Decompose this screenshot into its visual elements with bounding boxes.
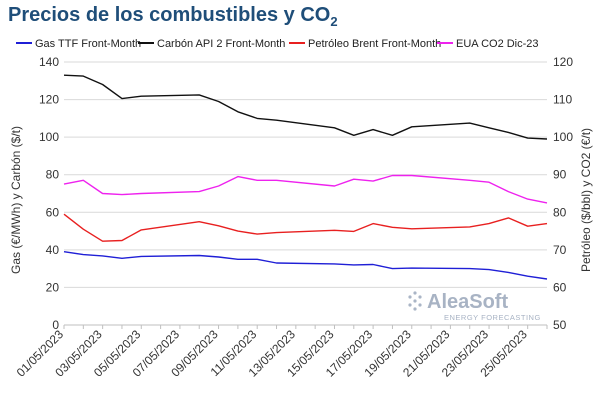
legend-entry: Gas TTF Front-Month <box>35 38 141 50</box>
chart-title: Precios de los combustibles y CO2 <box>8 4 338 29</box>
series-line-gas-ttf-front-month <box>63 251 548 280</box>
legend-entry: Carbón API 2 Front-Month <box>157 38 285 50</box>
watermark-tagline: ENERGY FORECASTING <box>444 313 541 322</box>
y-left-tick-label: 80 <box>46 168 60 182</box>
series-line-petr-leo-brent-front-month <box>63 213 548 242</box>
legend-entry: EUA CO2 Dic-23 <box>456 38 539 50</box>
legend: Gas TTF Front-Month Carbón API 2 Front-Mo… <box>16 38 539 50</box>
y-right-tick-label: 60 <box>553 280 567 294</box>
legend-entry: Petróleo Brent Front-Month <box>308 38 441 50</box>
y-left-tick-label: 100 <box>39 130 59 144</box>
y-axis-right-title: Petróleo ($/bbl) y CO2 (€/t) <box>579 128 593 272</box>
y-left-tick-label: 20 <box>46 280 60 294</box>
y-right-tick-label: 50 <box>553 318 567 332</box>
y-right-tick-label: 70 <box>553 243 567 257</box>
series-line-eua-co2-dic-23 <box>63 174 548 204</box>
y-left-tick-label: 140 <box>39 55 59 69</box>
series-line-carb-n-api-2-front-month <box>63 74 548 140</box>
y-right-tick-label: 80 <box>553 205 567 219</box>
watermark-brand: AleaSoft <box>427 291 508 313</box>
y-right-tick-label: 100 <box>553 130 573 144</box>
y-left-tick-label: 120 <box>39 93 59 107</box>
axes: 020406080100120140506070809010011012001/… <box>14 55 574 380</box>
y-left-tick-label: 0 <box>52 318 59 332</box>
y-right-tick-label: 120 <box>553 55 573 69</box>
series <box>63 74 548 280</box>
y-left-tick-label: 40 <box>46 243 60 257</box>
y-axis-left-title: Gas (€/MWh) y Carbón ($/t) <box>9 126 23 274</box>
aleasoft-watermark: AleaSoft ENERGY FORECASTING <box>408 291 540 322</box>
y-right-tick-label: 110 <box>553 93 572 107</box>
y-left-tick-label: 60 <box>46 205 60 219</box>
y-right-tick-label: 90 <box>553 168 567 182</box>
